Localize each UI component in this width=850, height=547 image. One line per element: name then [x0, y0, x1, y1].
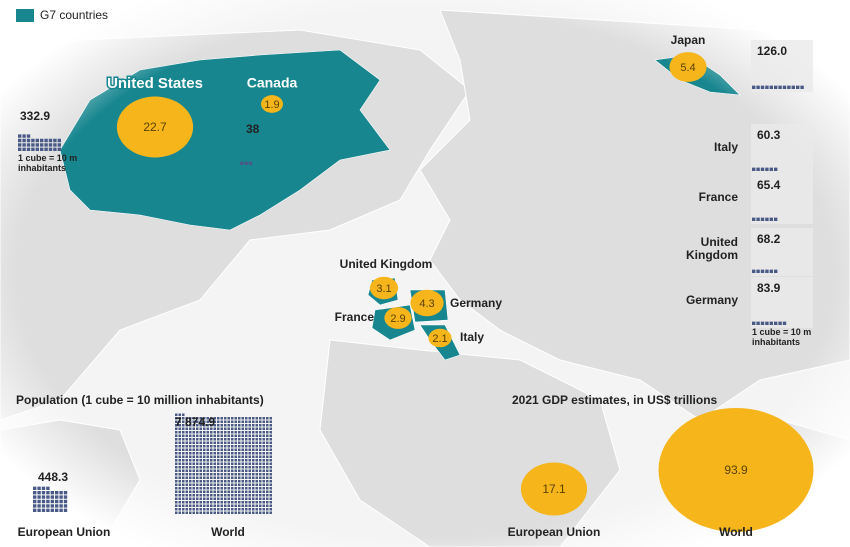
legend-label: G7 countries: [40, 8, 108, 22]
population-label: 65.4: [757, 178, 781, 192]
population-cubes: [752, 269, 778, 273]
population-label: 448.3: [38, 470, 68, 484]
panel-country-name: Italy: [713, 140, 738, 154]
country-label: Japan: [671, 33, 706, 47]
cube-note: 1 cube = 10 m inhabitants: [18, 153, 78, 173]
gdp-bubble: [428, 328, 452, 348]
country-label: Italy: [460, 330, 484, 344]
population-box: [751, 124, 813, 174]
panel-country-name: France: [698, 190, 738, 204]
legend-swatch: [16, 9, 34, 22]
cube-note: 1 cube = 10 m inhabitants: [752, 327, 812, 347]
country-label: Germany: [450, 296, 502, 310]
gdp-bubble: [369, 276, 399, 300]
gdp-label: 1.9: [264, 99, 279, 111]
population-cubes: [175, 413, 272, 514]
total-name: World: [719, 525, 753, 539]
population-cubes: [752, 167, 778, 171]
gdp-label: 2.1: [432, 333, 447, 345]
gdp-title: 2021 GDP estimates, in US$ trillions: [512, 393, 718, 407]
population-box: [751, 174, 813, 224]
panel-country-name: United Kingdom: [686, 235, 738, 262]
population-cubes: [752, 217, 778, 221]
population-box: [751, 277, 813, 328]
gdp-bubble: [116, 96, 194, 158]
gdp-label: 17.1: [542, 482, 566, 496]
gdp-label: 22.7: [143, 120, 167, 134]
gdp-label: 93.9: [724, 463, 748, 477]
population-label: 7 874.9: [175, 415, 215, 429]
country-label: United Kingdom: [340, 257, 433, 271]
population-label: 332.9: [20, 109, 50, 123]
gdp-label: 4.3: [419, 298, 434, 310]
gdp-label: 3.1: [376, 283, 391, 295]
panel-country-name: Germany: [685, 293, 738, 307]
population-box: [751, 40, 813, 92]
total-name: World: [211, 525, 245, 539]
population-label: 68.2: [757, 232, 781, 246]
gdp-label: 2.9: [390, 313, 405, 325]
country-label: France: [335, 310, 375, 324]
population-label: 83.9: [757, 281, 781, 295]
population-cubes: [752, 321, 787, 325]
gdp-bubble: [669, 52, 707, 82]
gdp-bubble: [520, 462, 588, 516]
total-name: European Union: [508, 525, 601, 539]
country-label: United States: [107, 75, 203, 92]
population-cubes: [752, 85, 804, 89]
population-label: 126.0: [757, 44, 787, 58]
country-label: Canada: [247, 75, 298, 91]
gdp-bubble: [260, 95, 284, 113]
population-box: [751, 228, 813, 276]
population-cubes: [240, 161, 253, 165]
population-title: Population (1 cube = 10 million inhabita…: [16, 393, 264, 407]
gdp-label: 5.4: [680, 62, 695, 74]
gdp-bubble: [384, 307, 412, 329]
population-label: 38: [246, 122, 260, 136]
gdp-bubble: [410, 289, 444, 317]
population-label: 60.3: [757, 128, 781, 142]
gdp-bubble: [658, 407, 814, 533]
total-name: European Union: [18, 525, 111, 539]
